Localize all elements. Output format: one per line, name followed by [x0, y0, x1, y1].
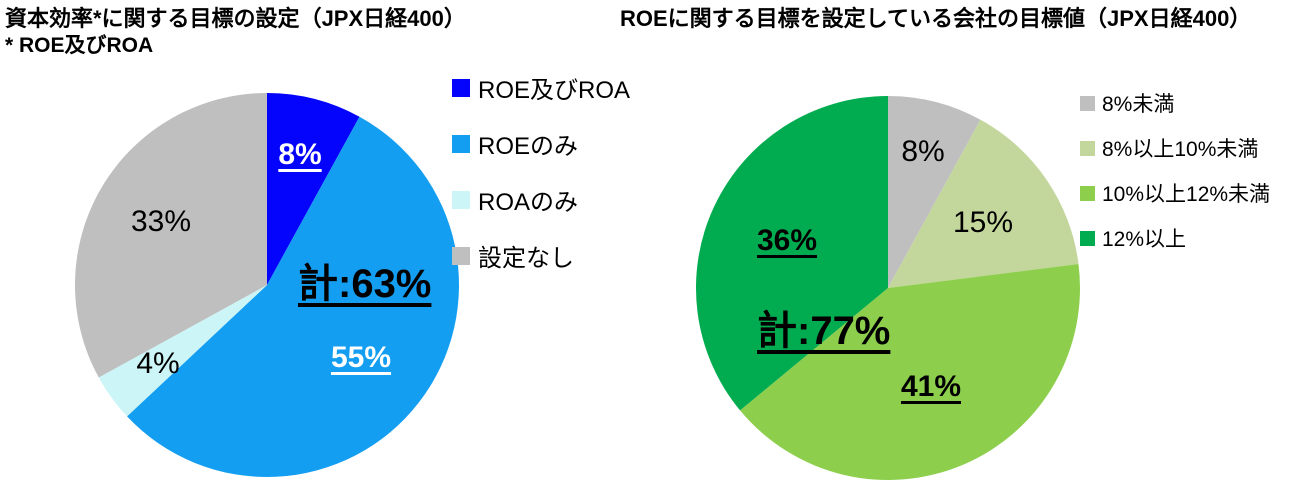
total-annotation-left: 計:63% — [298, 262, 432, 306]
legend-item: 8%以上10%未満 — [1080, 133, 1270, 163]
total-annotation-right: 計:77% — [757, 309, 891, 353]
pie-slice — [127, 116, 460, 478]
pie-slice — [888, 96, 981, 288]
left-chart-title-block: 資本効率*に関する目標の設定（JPX日経400） * ROE及びROA — [5, 6, 466, 60]
legend-label: ROEのみ — [478, 133, 579, 160]
left-chart-title: 資本効率*に関する目標の設定（JPX日経400） — [5, 6, 466, 31]
legend-label: 8%未満 — [1102, 93, 1175, 116]
right-chart-title: ROEに関する目標を設定している会社の目標値（JPX日経400） — [620, 6, 1252, 31]
legend-item: ROAのみ — [452, 182, 630, 217]
right-chart-title-block: ROEに関する目標を設定している会社の目標値（JPX日経400） — [620, 6, 1251, 31]
legend-label: ROAのみ — [478, 189, 579, 216]
pie-slice — [740, 263, 1081, 481]
pie-svg — [74, 93, 460, 478]
legend-label: 10%以上12%未満 — [1102, 183, 1271, 206]
left-chart-subtitle: * ROE及びROA — [5, 34, 154, 58]
legend-swatch-icon — [1080, 185, 1095, 201]
legend-swatch-icon — [452, 246, 470, 265]
legend-label: 設定なし — [478, 245, 574, 272]
legend-right: 8%未満 8%以上10%未満 10%以上12%未満 12%以上 — [1080, 88, 1270, 268]
legend-label: 12%以上 — [1102, 228, 1187, 251]
legend-swatch-icon — [452, 134, 470, 153]
legend-swatch-icon — [1080, 230, 1095, 246]
legend-item: 8%未満 — [1080, 88, 1270, 118]
legend-item: ROEのみ — [452, 126, 630, 161]
pie-slice — [888, 119, 1079, 288]
legend-label: ROE及びROA — [478, 77, 631, 104]
legend-swatch-icon — [452, 190, 470, 209]
pie-slice — [74, 93, 267, 378]
legend-item: 設定なし — [452, 238, 630, 273]
pie-slice — [98, 285, 267, 417]
legend-swatch-icon — [1080, 140, 1095, 156]
legend-swatch-icon — [452, 78, 470, 97]
legend-swatch-icon — [1080, 95, 1095, 111]
pie-chart-roe-target-values: 8% 15% 41% 36% 計:77% — [695, 95, 1081, 481]
legend-left: ROE及びROA ROEのみ ROAのみ設定なし — [452, 70, 630, 294]
legend-item: 12%以上 — [1080, 223, 1270, 253]
pie-slice — [267, 93, 360, 285]
pie-slice — [695, 95, 888, 411]
legend-label: 8%以上10%未満 — [1102, 138, 1259, 161]
pie-svg — [695, 95, 1081, 481]
legend-item: 10%以上12%未満 — [1080, 178, 1270, 208]
legend-item: ROE及びROA — [452, 70, 630, 105]
pie-chart-roe-roa-targets: 8% 55% 4% 33% 計:63% — [74, 92, 460, 478]
